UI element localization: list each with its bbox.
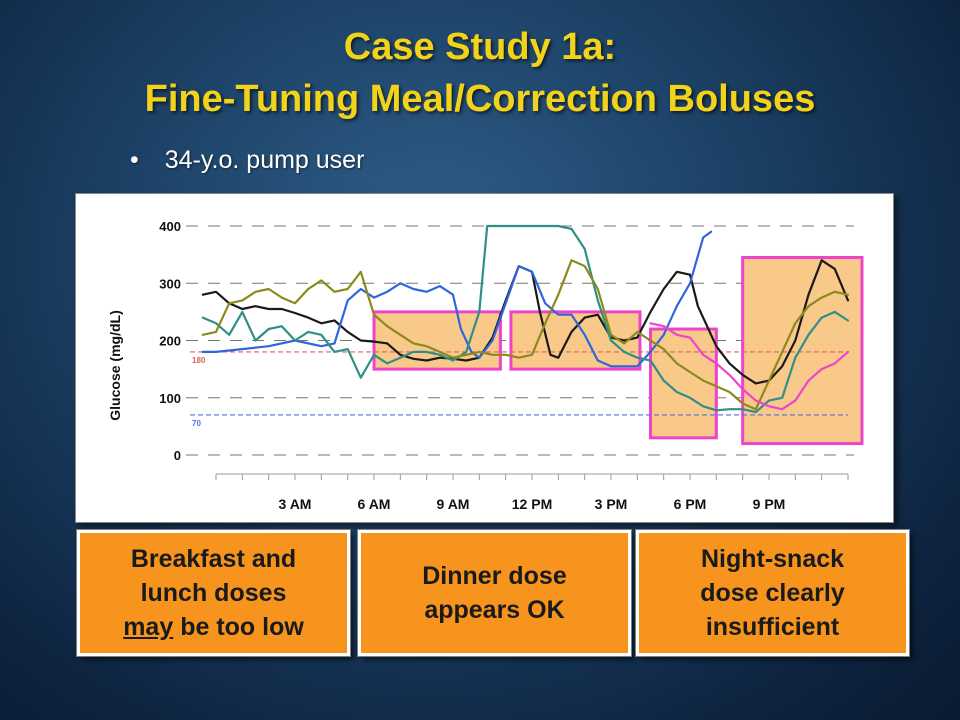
glucose-chart: 180 70 0 100 200 300 400 3 AM 6 AM 9 AM 12 PM 3 PM 6… xyxy=(107,219,864,512)
x-tick-label: 3 PM xyxy=(595,496,628,512)
callout-night-snack-text: Night-snack dose clearly insufficient xyxy=(700,542,845,644)
series-line xyxy=(201,224,850,414)
callout-right-line1: Night-snack xyxy=(700,545,845,573)
callout-night-snack: Night-snack dose clearly insufficient xyxy=(635,529,910,657)
bullet-dot-icon: • xyxy=(130,146,139,174)
highlight-region xyxy=(649,327,718,440)
callout-right-line3: insufficient xyxy=(705,613,840,641)
callout-dinner-text: Dinner dose appears OK xyxy=(422,559,566,627)
y-tick-label: 400 xyxy=(159,219,181,234)
y-tick-label: 300 xyxy=(159,276,181,291)
slide-title-line2: Fine-Tuning Meal/Correction Boluses xyxy=(144,78,816,120)
slide-title-line1: Case Study 1a: xyxy=(343,26,617,68)
callout-left-emphasis: may xyxy=(123,613,174,641)
x-tick-label: 3 AM xyxy=(279,496,312,512)
callout-left-line1: Breakfast and xyxy=(130,545,297,573)
callout-left-line2: lunch doses xyxy=(140,579,287,607)
callout-left-line3: may be too low xyxy=(123,610,304,644)
y-tick-label: 200 xyxy=(159,334,181,349)
series-line xyxy=(201,230,713,368)
x-tick-label: 6 AM xyxy=(358,496,391,512)
x-tick-label: 9 AM xyxy=(437,496,470,512)
series-line xyxy=(649,322,850,411)
callout-left-line3-rest: be too low xyxy=(173,613,304,641)
glucose-chart-panel: 180 70 0 100 200 300 400 3 AM 6 AM 9 AM 12 PM 3 PM 6… xyxy=(75,193,894,523)
callout-breakfast-lunch-text: Breakfast and lunch doses may be too low xyxy=(123,542,304,644)
callout-right-line2: dose clearly xyxy=(700,579,845,607)
callout-dinner: Dinner dose appears OK xyxy=(357,529,632,657)
callout-middle-line2: appears OK xyxy=(424,596,565,624)
highlight-region xyxy=(741,255,864,446)
callout-middle-line1: Dinner dose xyxy=(422,562,567,590)
series-line xyxy=(201,259,850,411)
x-tick-label: 12 PM xyxy=(512,496,552,512)
x-tick-label: 9 PM xyxy=(753,496,786,512)
y-tick-label: 100 xyxy=(159,391,181,406)
y-axis-label: Glucose (mg/dL) xyxy=(107,310,123,420)
series-line xyxy=(201,259,850,385)
y-tick-label: 0 xyxy=(174,448,181,463)
bullet-item: • 34-y.o. pump user xyxy=(130,146,364,175)
bullet-text: 34-y.o. pump user xyxy=(164,146,365,174)
callout-breakfast-lunch: Breakfast and lunch doses may be too low xyxy=(76,529,351,657)
reference-line-label: 180 xyxy=(192,356,206,365)
reference-line-label: 70 xyxy=(192,419,201,428)
x-tick-label: 6 PM xyxy=(674,496,707,512)
